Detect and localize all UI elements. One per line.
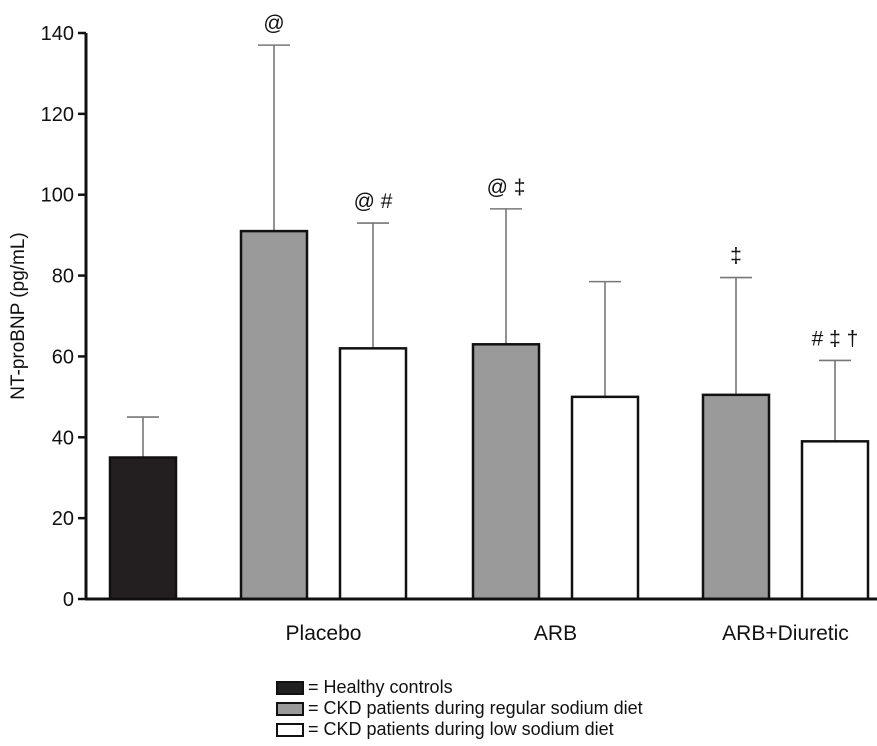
legend-item-low-sodium: = CKD patients during low sodium diet bbox=[276, 719, 643, 740]
y-axis-title: NT-proBNP (pg/mL) bbox=[8, 232, 29, 400]
legend: = Healthy controls = CKD patients during… bbox=[276, 677, 643, 740]
y-tick-label: 20 bbox=[52, 508, 74, 530]
y-tick-label: 80 bbox=[52, 266, 74, 288]
legend-swatch-regular-sodium bbox=[276, 701, 304, 716]
legend-swatch-low-sodium bbox=[276, 722, 304, 737]
bar bbox=[239, 229, 309, 601]
bar bbox=[800, 440, 870, 601]
y-tick-label: 0 bbox=[63, 589, 74, 611]
x-category-label: ARB+Diuretic bbox=[722, 622, 849, 645]
y-tick-label: 100 bbox=[41, 185, 74, 207]
bar bbox=[471, 343, 541, 601]
legend-label-low-sodium: = CKD patients during low sodium diet bbox=[308, 719, 614, 739]
bar bbox=[338, 347, 408, 601]
bar bbox=[570, 395, 640, 601]
x-category-label: Placebo bbox=[286, 622, 362, 645]
bar-chart: @ @ # @ ‡ ‡ # ‡ † 0 20 40 60 80 100 120 140 Placebo AR… bbox=[8, 12, 877, 645]
legend-item-healthy-controls: = Healthy controls bbox=[276, 677, 643, 698]
bar bbox=[701, 393, 771, 601]
legend-label-regular-sodium: = CKD patients during regular sodium die… bbox=[308, 698, 643, 718]
legend-item-regular-sodium: = CKD patients during regular sodium die… bbox=[276, 698, 643, 719]
y-tick-label: 60 bbox=[52, 346, 74, 368]
legend-label-healthy-controls: = Healthy controls bbox=[308, 677, 453, 697]
significance-annotation: @ # bbox=[354, 190, 393, 213]
significance-annotation: @ ‡ bbox=[487, 176, 526, 199]
significance-annotation: # ‡ † bbox=[812, 327, 859, 350]
y-tick-label: 40 bbox=[52, 427, 74, 449]
y-tick-label: 140 bbox=[41, 23, 74, 45]
legend-swatch-healthy-controls bbox=[276, 680, 304, 695]
y-tick-label: 120 bbox=[41, 104, 74, 126]
significance-annotation: @ bbox=[263, 12, 284, 35]
bar bbox=[108, 456, 178, 601]
significance-annotation: ‡ bbox=[730, 245, 742, 268]
x-category-label: ARB bbox=[534, 622, 577, 645]
